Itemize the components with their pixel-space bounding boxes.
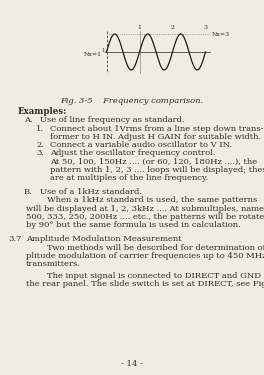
Text: Nx=1: Nx=1: [83, 51, 101, 57]
Text: Nx=3: Nx=3: [211, 32, 230, 36]
Text: transmitters.: transmitters.: [26, 260, 81, 268]
Text: 1: 1: [101, 48, 105, 54]
Text: Use of line frequency as standard.: Use of line frequency as standard.: [40, 116, 185, 124]
Text: At 50, 100, 150Hz .... (or 60, 120, 180Hz ....), the: At 50, 100, 150Hz .... (or 60, 120, 180H…: [50, 158, 257, 165]
Text: plitude modulation of carrier frequencies up to 450 MHz in radio: plitude modulation of carrier frequencie…: [26, 252, 264, 260]
Text: When a 1kHz standard is used, the same patterns: When a 1kHz standard is used, the same p…: [26, 196, 257, 204]
Text: 1.: 1.: [36, 124, 44, 133]
Text: pattern with 1, 2, 3 .... loops will be displayed; these: pattern with 1, 2, 3 .... loops will be …: [50, 166, 264, 174]
Text: A.: A.: [24, 116, 33, 124]
Text: Two methods will be described for determination of am-: Two methods will be described for determ…: [26, 244, 264, 252]
Text: former to H IN. Adjust H GAIN for suitable width.: former to H IN. Adjust H GAIN for suitab…: [50, 133, 261, 141]
Text: 2.: 2.: [36, 141, 44, 149]
Text: the rear panel. The slide switch is set at DIRECT, see Fig. 3-6.: the rear panel. The slide switch is set …: [26, 280, 264, 288]
Text: are at multiples of the line frequency.: are at multiples of the line frequency.: [50, 174, 208, 182]
Text: by 90° but the same formula is used in calculation.: by 90° but the same formula is used in c…: [26, 221, 241, 229]
Text: 3.7: 3.7: [8, 235, 21, 243]
Text: Connect a variable audio oscillator to V IN.: Connect a variable audio oscillator to V…: [50, 141, 232, 149]
Text: Use of a 1kHz standard.: Use of a 1kHz standard.: [40, 188, 142, 196]
Text: 500, 333, 250, 200Hz .... etc., the patterns will be rotated: 500, 333, 250, 200Hz .... etc., the patt…: [26, 213, 264, 221]
Text: Fig. 3-5    Frequency comparison.: Fig. 3-5 Frequency comparison.: [60, 97, 204, 105]
Text: The input signal is connected to DIRECT and GND on: The input signal is connected to DIRECT …: [26, 272, 264, 280]
Text: - 14 -: - 14 -: [121, 360, 143, 368]
Text: Adjust the oscillator frequency control.: Adjust the oscillator frequency control.: [50, 149, 215, 157]
Text: B.: B.: [24, 188, 33, 196]
Text: will be displayed at 1, 2, 3kHz .... At submultiples, namely,: will be displayed at 1, 2, 3kHz .... At …: [26, 205, 264, 213]
Text: 2: 2: [171, 25, 175, 30]
Text: 3.: 3.: [36, 149, 44, 157]
Text: Connect about 1Vrms from a line step down trans-: Connect about 1Vrms from a line step dow…: [50, 124, 263, 133]
Text: 3: 3: [204, 25, 208, 30]
Text: Examples:: Examples:: [18, 107, 67, 116]
Text: Amplitude Modulation Measurement: Amplitude Modulation Measurement: [26, 235, 182, 243]
Text: 1: 1: [138, 25, 142, 30]
